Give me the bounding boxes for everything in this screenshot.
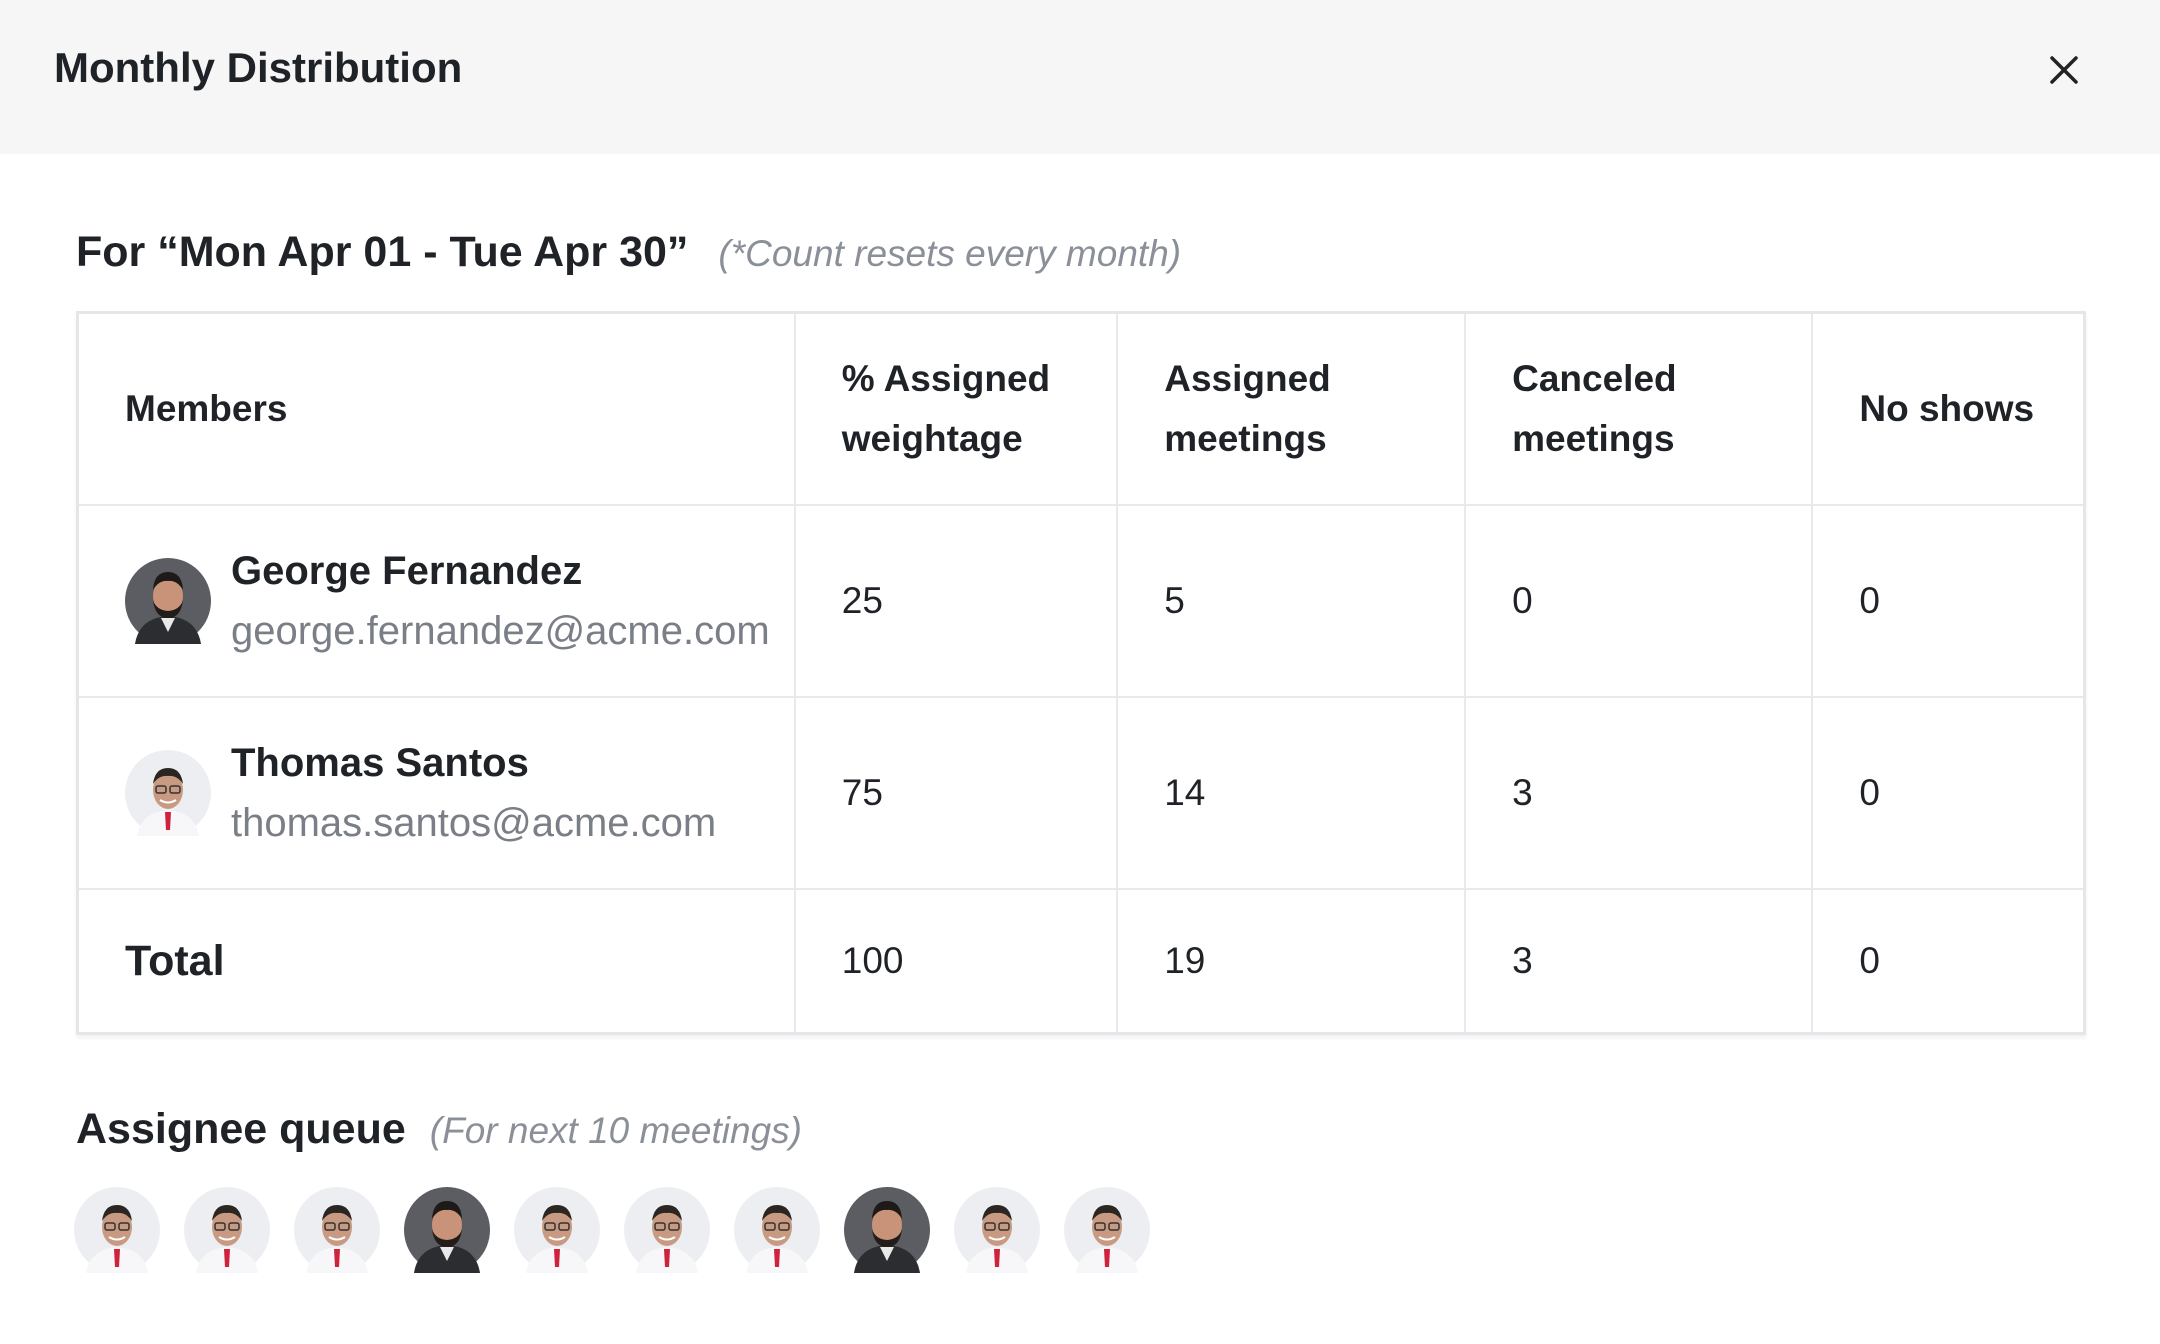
- distribution-table: Members % Assigned weightage Assigned me…: [76, 311, 2086, 1035]
- queue-avatar: [734, 1187, 820, 1273]
- no-shows: 0: [1811, 696, 2086, 890]
- weightage: 100: [793, 888, 1119, 1035]
- queue-avatar: [184, 1187, 270, 1273]
- queue-avatar: [404, 1187, 490, 1273]
- modal-header: Monthly Distribution: [0, 0, 2160, 154]
- canceled: 3: [1464, 696, 1814, 890]
- queue-note: (For next 10 meetings): [429, 1110, 802, 1151]
- modal-title: Monthly Distribution: [54, 44, 463, 91]
- column-header: % Assigned weightage: [793, 311, 1119, 506]
- queue-avatar: [844, 1187, 930, 1273]
- avatar: [125, 750, 211, 836]
- column-header: No shows: [1811, 311, 2086, 506]
- queue-avatar: [74, 1187, 160, 1273]
- member-name: George Fernandez: [231, 549, 583, 593]
- assigned: 19: [1116, 888, 1467, 1035]
- column-header: Canceled meetings: [1464, 311, 1814, 506]
- column-header: Assigned meetings: [1116, 311, 1467, 506]
- canceled: 3: [1464, 888, 1814, 1035]
- no-shows: 0: [1811, 888, 2086, 1035]
- assigned: 14: [1116, 696, 1467, 890]
- member-name: Thomas Santos: [231, 741, 529, 785]
- period-heading: For “Mon Apr 01 - Tue Apr 30” (*Count res…: [76, 228, 1181, 277]
- total-row: Total 100 19 3 0: [76, 888, 2086, 1035]
- queue-avatar: [294, 1187, 380, 1273]
- queue-avatar: [954, 1187, 1040, 1273]
- close-button[interactable]: [2046, 52, 2082, 88]
- weightage: 75: [793, 696, 1119, 890]
- assignee-queue: [74, 1187, 1150, 1273]
- queue-avatar: [624, 1187, 710, 1273]
- period-title: For “Mon Apr 01 - Tue Apr 30”: [76, 228, 689, 276]
- no-shows: 0: [1811, 504, 2086, 698]
- queue-heading: Assignee queue (For next 10 meetings): [76, 1105, 802, 1154]
- member-email: george.fernandez@acme.com: [231, 609, 770, 653]
- assigned: 5: [1116, 504, 1467, 698]
- member-row: George Fernandez george.fernandez@acme.co…: [76, 504, 2086, 698]
- period-note: (*Count resets every month): [718, 233, 1182, 274]
- member-email: thomas.santos@acme.com: [231, 801, 717, 845]
- total-label: Total: [76, 888, 796, 1035]
- queue-avatar: [514, 1187, 600, 1273]
- column-header: Members: [76, 311, 796, 506]
- weightage: 25: [793, 504, 1119, 698]
- member-row: Thomas Santos thomas.santos@acme.com 75 1…: [76, 696, 2086, 890]
- queue-title: Assignee queue: [76, 1105, 406, 1153]
- header-row: Members % Assigned weightage Assigned me…: [76, 311, 2086, 506]
- canceled: 0: [1464, 504, 1814, 698]
- avatar: [125, 558, 211, 644]
- queue-avatar: [1064, 1187, 1150, 1273]
